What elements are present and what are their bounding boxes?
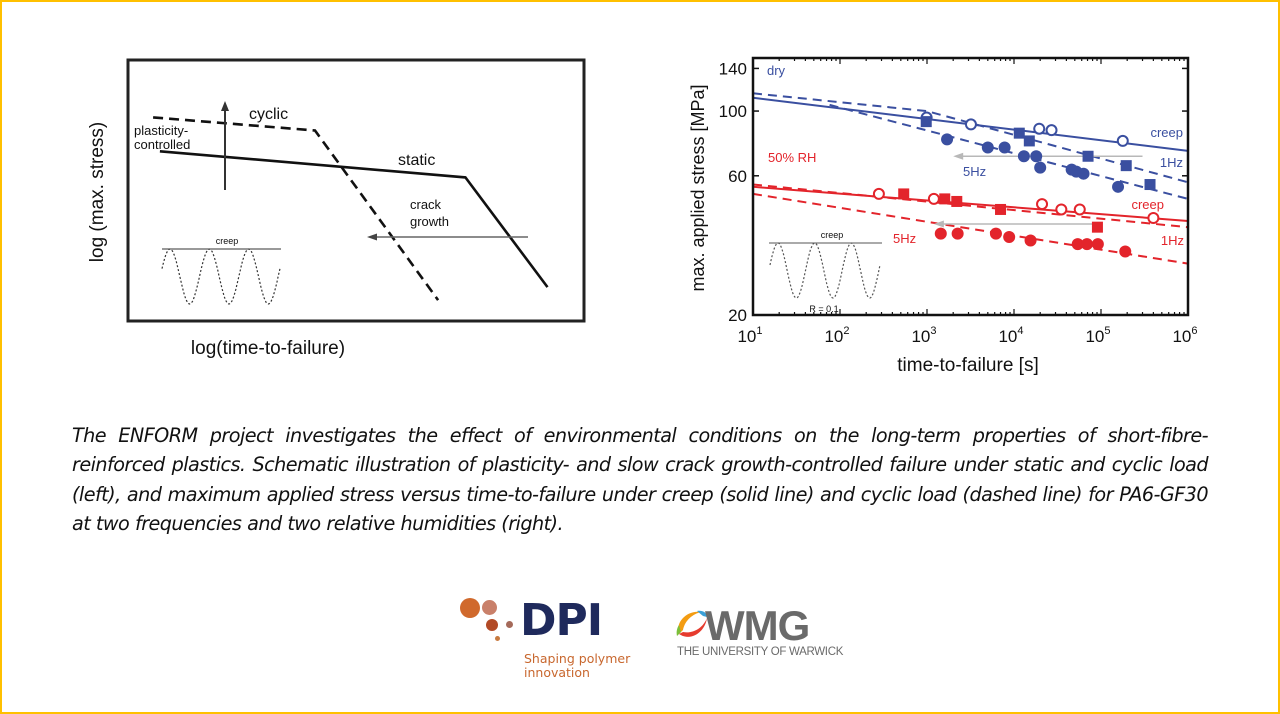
50-rh-1hz-point xyxy=(951,195,963,207)
50-rh-5hz-point xyxy=(934,227,947,240)
50-rh-creep-fit-line xyxy=(752,185,1189,222)
50-rh-5hz-point xyxy=(1091,238,1104,251)
x-tick-label: 104 xyxy=(998,325,1023,346)
dry-5hz-point xyxy=(941,133,954,146)
dpi-tagline-2: innovation xyxy=(524,665,590,680)
label-wet-1hz: 1Hz xyxy=(1161,233,1184,248)
y-tick-label: 100 xyxy=(719,102,747,121)
dry-1hz-point xyxy=(1013,127,1025,139)
label-crack-1: crack xyxy=(410,197,442,212)
schematic-cyclic-line xyxy=(152,116,440,301)
dry-5hz-point xyxy=(1017,150,1030,163)
dry-1hz-point xyxy=(1120,160,1132,172)
dry-5hz-point xyxy=(998,141,1011,154)
x-tick-label: 106 xyxy=(1172,325,1197,346)
label-cyclic: cyclic xyxy=(249,106,288,123)
dry-1hz-point xyxy=(920,116,932,128)
50-rh-5hz-point xyxy=(1119,245,1132,258)
50-rh-1hz-point xyxy=(995,203,1007,215)
wmg-subtitle: THE UNIVERSITY OF WARWICK xyxy=(677,646,844,658)
50-rh-5hz-fit-line xyxy=(752,192,1189,265)
dpi-dot-icon xyxy=(482,600,497,615)
dry-1hz-point xyxy=(1144,179,1156,191)
y-tick-label: 20 xyxy=(728,306,747,325)
schematic-static-line xyxy=(159,150,549,288)
logos: DPI Shaping polymer innovation WMG THE U… xyxy=(455,590,875,690)
x-tick-label: 102 xyxy=(824,325,849,346)
dpi-wordmark: DPI xyxy=(520,595,603,646)
dry-5hz-fit-line xyxy=(829,103,1189,200)
inset-creep-label: creep xyxy=(216,236,239,246)
50-rh-creep-point xyxy=(1073,203,1086,216)
wmg-wordmark: WMG xyxy=(705,602,810,649)
dry-5hz-point xyxy=(1034,161,1047,174)
label-static: static xyxy=(398,152,435,169)
50-rh-5hz-point xyxy=(1071,238,1084,251)
label-plasticity-2: controlled xyxy=(134,137,190,152)
dry-5hz-point xyxy=(1030,150,1043,163)
label-dry-creep: creep xyxy=(1150,125,1183,140)
label-wet-creep: creep xyxy=(1131,197,1164,212)
plot-inset-creep-label: creep xyxy=(821,230,844,240)
label-50rh: 50% RH xyxy=(768,150,816,165)
50-rh-5hz-point xyxy=(989,227,1002,240)
50-rh-5hz-point xyxy=(1080,238,1093,251)
dry-creep-point xyxy=(1045,124,1058,137)
label-plasticity-1: plasticity- xyxy=(134,123,188,138)
dry-5hz-point xyxy=(1077,167,1090,180)
crack-arrowhead-icon xyxy=(367,233,377,241)
label-dry-1hz: 1Hz xyxy=(1160,155,1183,170)
dry-creep-point xyxy=(964,118,977,131)
y-tick-label: 60 xyxy=(728,167,747,186)
50-rh-creep-point xyxy=(1036,198,1049,211)
x-tick-label: 105 xyxy=(1085,325,1110,346)
schematic-y-label: log (max. stress) xyxy=(87,122,108,262)
wmg-swoosh-icon xyxy=(676,610,707,637)
dry-creep-point xyxy=(1033,122,1046,135)
x-tick-label: 101 xyxy=(737,325,762,346)
schematic-chart: cyclic plasticity- controlled static cra… xyxy=(87,58,586,359)
dry-1hz-point xyxy=(1023,135,1035,147)
plot-inset-cyclic-wave xyxy=(769,242,881,299)
dpi-tagline-1: Shaping polymer xyxy=(524,651,631,666)
dpi-tagline: Shaping polymer innovation xyxy=(524,652,654,680)
dpi-dot-icon xyxy=(495,636,500,641)
schematic-x-label: log(time-to-failure) xyxy=(191,338,345,359)
dpi-dot-icon xyxy=(460,598,480,618)
caption: The ENFORM project investigates the effe… xyxy=(72,424,1209,536)
plot-inset-ratio: R = 0.1 xyxy=(809,304,838,314)
50-rh-1hz-point xyxy=(939,193,951,205)
x-tick-label: 103 xyxy=(911,325,936,346)
50-rh-5hz-point xyxy=(1024,234,1037,247)
arrowhead-icon xyxy=(933,220,944,228)
dpi-dot-icon xyxy=(506,621,513,628)
50-rh-creep-point xyxy=(927,192,940,205)
dry-1hz-point xyxy=(1082,150,1094,162)
label-wet-5hz: 5Hz xyxy=(893,231,916,246)
y-tick-label: 140 xyxy=(719,59,747,78)
50-rh-5hz-point xyxy=(951,227,964,240)
dpi-dot-icon xyxy=(486,619,498,631)
plot-y-label: max. applied stress [MPa] xyxy=(688,84,708,291)
arrowhead-icon xyxy=(953,152,964,160)
plot-x-label: time-to-failure [s] xyxy=(897,355,1038,376)
dry-5hz-point xyxy=(981,141,994,154)
50-rh-1hz-fit-line xyxy=(752,183,1189,229)
plasticity-arrowhead-icon xyxy=(221,101,229,111)
schematic-frame xyxy=(126,58,586,323)
50-rh-creep-point xyxy=(1147,212,1160,225)
50-rh-1hz-point xyxy=(898,188,910,200)
label-dry-5hz: 5Hz xyxy=(963,164,986,179)
50-rh-creep-point xyxy=(872,187,885,200)
50-rh-creep-point xyxy=(1055,203,1068,216)
plot-frame xyxy=(751,56,1190,317)
50-rh-5hz-point xyxy=(1003,231,1016,244)
50-rh-1hz-point xyxy=(1091,221,1103,233)
label-dry: dry xyxy=(767,63,786,78)
dry-creep-point xyxy=(1116,134,1129,147)
dry-5hz-point xyxy=(1112,180,1125,193)
label-crack-2: growth xyxy=(410,214,449,229)
